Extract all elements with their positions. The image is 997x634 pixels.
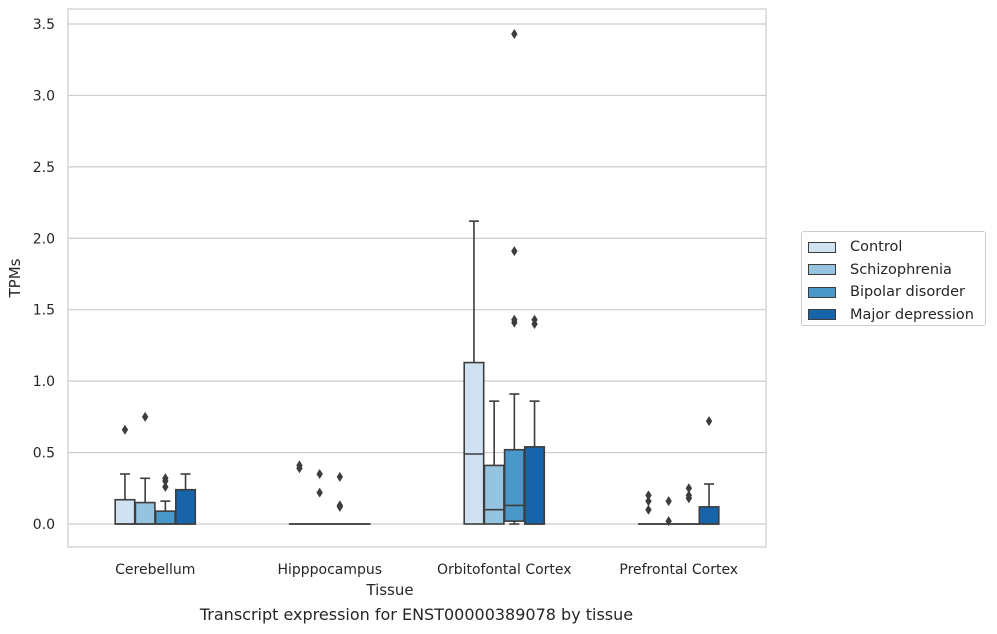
legend: Control Schizophrenia Bipolar disorder M… [801, 231, 986, 326]
legend-label-control: Control [850, 239, 903, 256]
outlier-point [336, 471, 344, 482]
outlier-point [645, 490, 652, 501]
box-schizophrenia-2 [483, 400, 505, 525]
box-control-1 [288, 460, 311, 525]
outlier-point [316, 487, 323, 498]
outlier-point [705, 416, 713, 427]
outlier-point [685, 483, 693, 494]
box-body [175, 488, 197, 525]
y-tick-label: 0.5 [33, 446, 55, 462]
y-tick-label: 3.0 [33, 88, 55, 104]
box-body [114, 498, 136, 525]
plot-frame [67, 8, 767, 548]
outlier-point [141, 411, 149, 422]
box-bipolar-disorder-0 [154, 473, 176, 525]
y-tick-label: 2.0 [33, 231, 55, 247]
y-tick-label: 3.5 [33, 17, 55, 33]
legend-item-schizophrenia: Schizophrenia [808, 259, 985, 282]
x-tick-label: Hipppocampus [277, 562, 382, 578]
legend-swatch-schizophrenia [808, 264, 836, 276]
outlier-point [316, 468, 323, 479]
box-bipolar-disorder-1 [329, 471, 351, 525]
box-bipolar-disorder-2 [503, 28, 525, 525]
y-tick-label: 1.0 [33, 374, 55, 390]
outlier-point [665, 496, 672, 507]
outlier-point [296, 460, 303, 471]
legend-label-bipolar-disorder: Bipolar disorder [850, 284, 965, 301]
box-body [483, 464, 505, 525]
x-tick-label: Orbitofontal Cortex [437, 562, 572, 578]
y-tick-label: 0.0 [33, 517, 55, 533]
outlier-point [162, 481, 169, 492]
outlier-point [665, 516, 672, 527]
box-schizophrenia-1 [309, 468, 331, 525]
outlier-point [336, 500, 344, 511]
x-tick-label: Cerebellum [115, 562, 195, 578]
y-axis-label: TPMs [6, 258, 24, 298]
legend-swatch-bipolar-disorder [808, 286, 836, 298]
outlier-point [162, 473, 169, 484]
grid-lines [68, 23, 766, 525]
legend-item-bipolar-disorder: Bipolar disorder [808, 281, 985, 304]
box-body [523, 446, 546, 525]
x-tick-label: Prefrontal Cortex [619, 562, 738, 578]
outlier-point [121, 424, 129, 435]
outlier-point [645, 496, 652, 507]
box-schizophrenia-3 [658, 496, 680, 527]
box-body [503, 448, 525, 522]
outlier-point [511, 314, 518, 325]
legend-item-major-depression: Major depression [808, 304, 985, 327]
box-control-2 [463, 220, 485, 525]
x-axis-label: Tissue [365, 581, 413, 599]
box-bipolar-disorder-3 [678, 483, 700, 525]
legend-label-schizophrenia: Schizophrenia [850, 261, 952, 278]
box-body [463, 361, 485, 525]
outlier-point [531, 314, 538, 325]
x-tick-labels: Cerebellum Hipppocampus Orbitofontal Corte… [115, 562, 738, 578]
outlier-point [645, 504, 652, 515]
box-major-depression-0 [175, 473, 197, 525]
y-tick-labels: 0.0 0.5 1.0 1.5 2.0 2.5 3.0 3.5 [33, 17, 55, 533]
legend-item-control: Control [808, 236, 985, 259]
box-schizophrenia-0 [134, 411, 156, 525]
box-plots [114, 28, 720, 527]
outlier-point [511, 28, 518, 39]
y-tick-label: 2.5 [33, 160, 55, 176]
outlier-point [685, 490, 693, 501]
box-body [154, 510, 176, 525]
box-body [134, 501, 156, 525]
box-major-depression-3 [698, 416, 720, 525]
legend-swatch-major-depression [808, 309, 836, 321]
y-tick-label: 1.5 [33, 303, 55, 319]
box-control-3 [637, 490, 660, 525]
box-body [698, 506, 720, 525]
legend-label-major-depression: Major depression [850, 306, 974, 323]
box-control-0 [114, 424, 136, 525]
box-major-depression-2 [523, 314, 546, 525]
chart-caption: Transcript expression for ENST0000038907… [199, 605, 634, 624]
outlier-point [511, 246, 518, 257]
legend-swatch-control [808, 241, 836, 253]
